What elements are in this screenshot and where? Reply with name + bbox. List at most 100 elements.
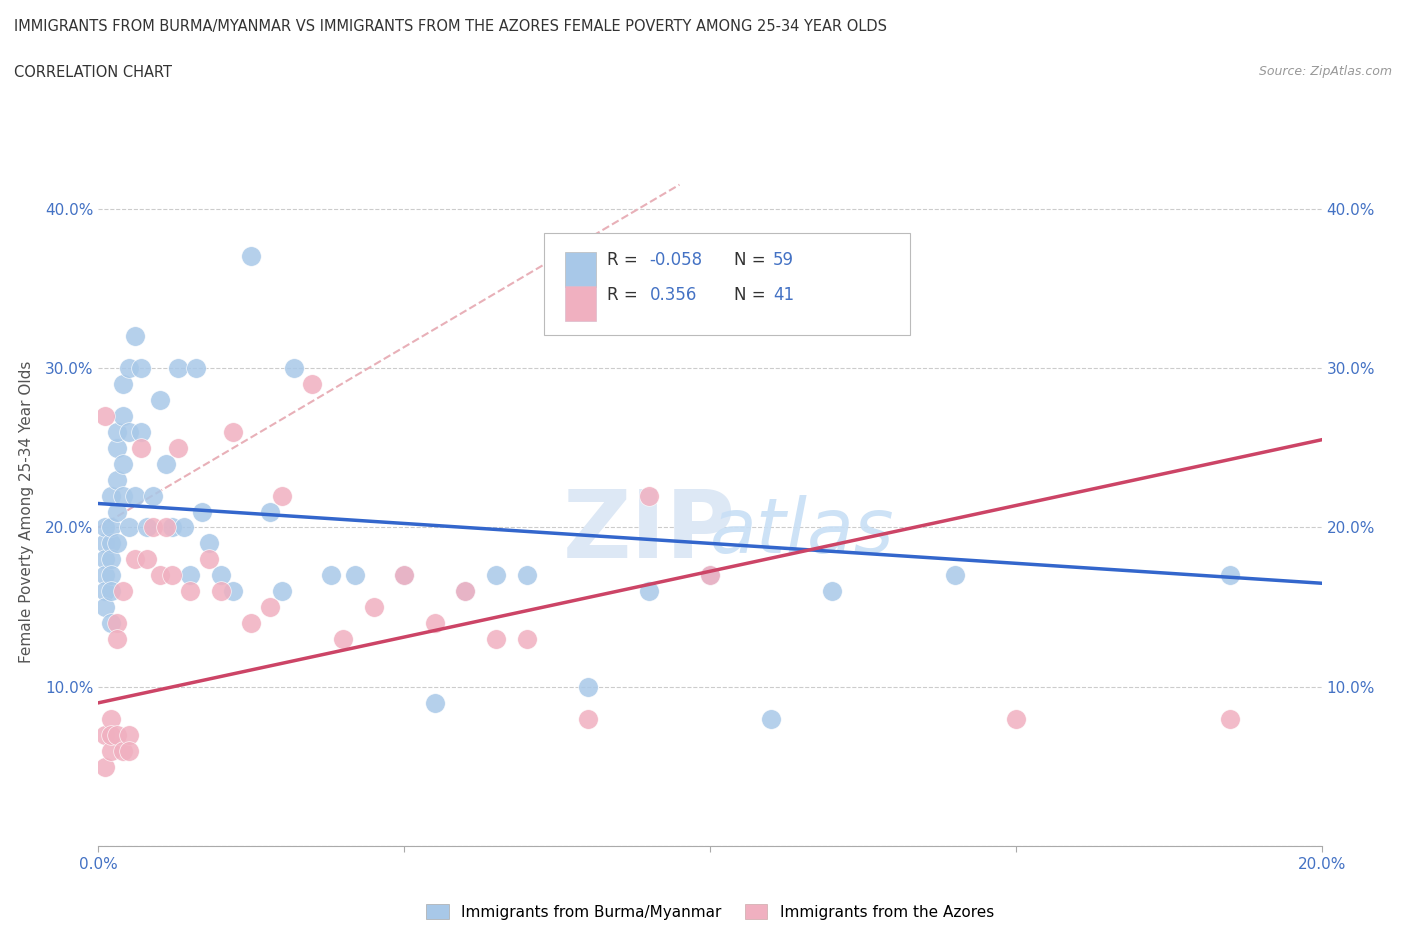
Point — [167, 440, 190, 455]
Text: IMMIGRANTS FROM BURMA/MYANMAR VS IMMIGRANTS FROM THE AZORES FEMALE POVERTY AMONG: IMMIGRANTS FROM BURMA/MYANMAR VS IMMIGRA… — [14, 19, 887, 33]
Point — [1219, 568, 1241, 583]
Point — [118, 361, 141, 376]
Point — [142, 488, 165, 503]
Point — [111, 488, 134, 503]
Point — [392, 568, 416, 583]
Point — [105, 504, 128, 519]
Point — [179, 584, 201, 599]
Point — [149, 568, 172, 583]
Point — [423, 696, 446, 711]
Point — [142, 520, 165, 535]
Point — [637, 488, 661, 503]
Point — [270, 584, 292, 599]
Text: Source: ZipAtlas.com: Source: ZipAtlas.com — [1258, 65, 1392, 78]
Point — [100, 568, 122, 583]
Point — [344, 568, 367, 583]
Point — [111, 408, 134, 423]
Point — [124, 488, 146, 503]
Point — [173, 520, 195, 535]
Point — [111, 584, 134, 599]
Point — [100, 743, 122, 758]
Point — [179, 568, 201, 583]
Point — [167, 361, 190, 376]
Point — [332, 631, 354, 646]
Point — [155, 457, 177, 472]
Point — [1219, 711, 1241, 726]
Point — [270, 488, 292, 503]
Point — [423, 616, 446, 631]
Point — [259, 600, 281, 615]
Point — [105, 616, 128, 631]
Point — [129, 361, 152, 376]
Point — [129, 424, 152, 439]
Point — [93, 727, 115, 742]
Point — [191, 504, 214, 519]
Point — [259, 504, 281, 519]
Point — [821, 584, 844, 599]
Point — [129, 440, 152, 455]
Point — [100, 711, 122, 726]
Point — [118, 520, 141, 535]
Text: atlas: atlas — [710, 495, 894, 568]
Point — [943, 568, 966, 583]
Point — [454, 584, 477, 599]
Text: -0.058: -0.058 — [650, 251, 703, 270]
Point — [93, 551, 115, 566]
Point — [136, 520, 159, 535]
Point — [1004, 711, 1026, 726]
Point — [105, 727, 128, 742]
Point — [160, 568, 183, 583]
Point — [124, 328, 146, 343]
Point — [319, 568, 342, 583]
Point — [699, 568, 721, 583]
Point — [155, 520, 177, 535]
Point — [240, 616, 263, 631]
Text: ZIP: ZIP — [564, 485, 737, 578]
Point — [209, 568, 232, 583]
Point — [118, 727, 141, 742]
Text: 0.356: 0.356 — [650, 286, 697, 304]
Point — [485, 568, 508, 583]
Point — [160, 520, 183, 535]
Point — [93, 408, 115, 423]
Text: 41: 41 — [773, 286, 794, 304]
Point — [105, 440, 128, 455]
Point — [149, 392, 172, 407]
Point — [105, 631, 128, 646]
Point — [283, 361, 305, 376]
Text: CORRELATION CHART: CORRELATION CHART — [14, 65, 172, 80]
Text: R =: R = — [607, 286, 648, 304]
Point — [222, 584, 245, 599]
Point — [301, 377, 323, 392]
Point — [485, 631, 508, 646]
Point — [197, 551, 219, 566]
Point — [105, 424, 128, 439]
Point — [100, 584, 122, 599]
Point — [136, 551, 159, 566]
Point — [222, 424, 245, 439]
Point — [240, 249, 263, 264]
Point — [576, 680, 599, 695]
Text: N =: N = — [734, 251, 770, 270]
Point — [516, 568, 538, 583]
Point — [209, 584, 232, 599]
Point — [93, 584, 115, 599]
Text: R =: R = — [607, 251, 644, 270]
Point — [197, 536, 219, 551]
Point — [516, 631, 538, 646]
Point — [100, 551, 122, 566]
Point — [93, 568, 115, 583]
Point — [118, 743, 141, 758]
Point — [118, 424, 141, 439]
Point — [100, 727, 122, 742]
Legend: Immigrants from Burma/Myanmar, Immigrants from the Azores: Immigrants from Burma/Myanmar, Immigrant… — [420, 897, 1000, 925]
Text: 59: 59 — [773, 251, 794, 270]
Point — [93, 600, 115, 615]
Point — [100, 488, 122, 503]
Point — [111, 457, 134, 472]
Point — [100, 520, 122, 535]
Point — [759, 711, 782, 726]
Point — [111, 743, 134, 758]
Point — [637, 584, 661, 599]
Y-axis label: Female Poverty Among 25-34 Year Olds: Female Poverty Among 25-34 Year Olds — [18, 360, 34, 663]
